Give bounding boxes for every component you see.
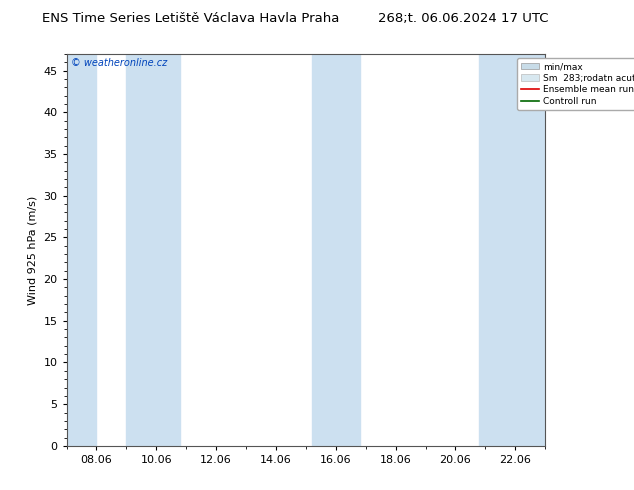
Text: ENS Time Series Letiště Václava Havla Praha: ENS Time Series Letiště Václava Havla Pr… [41, 12, 339, 25]
Y-axis label: Wind 925 hPa (m/s): Wind 925 hPa (m/s) [28, 196, 38, 304]
Bar [479, 54, 515, 446]
Bar [126, 54, 180, 446]
Bar [67, 54, 96, 446]
Bar [312, 54, 359, 446]
Text: © weatheronline.cz: © weatheronline.cz [72, 58, 167, 68]
Text: 268;t. 06.06.2024 17 UTC: 268;t. 06.06.2024 17 UTC [378, 12, 548, 25]
Bar [515, 54, 545, 446]
Legend: min/max, Sm  283;rodatn acute; odchylka, Ensemble mean run, Controll run: min/max, Sm 283;rodatn acute; odchylka, … [517, 58, 634, 110]
